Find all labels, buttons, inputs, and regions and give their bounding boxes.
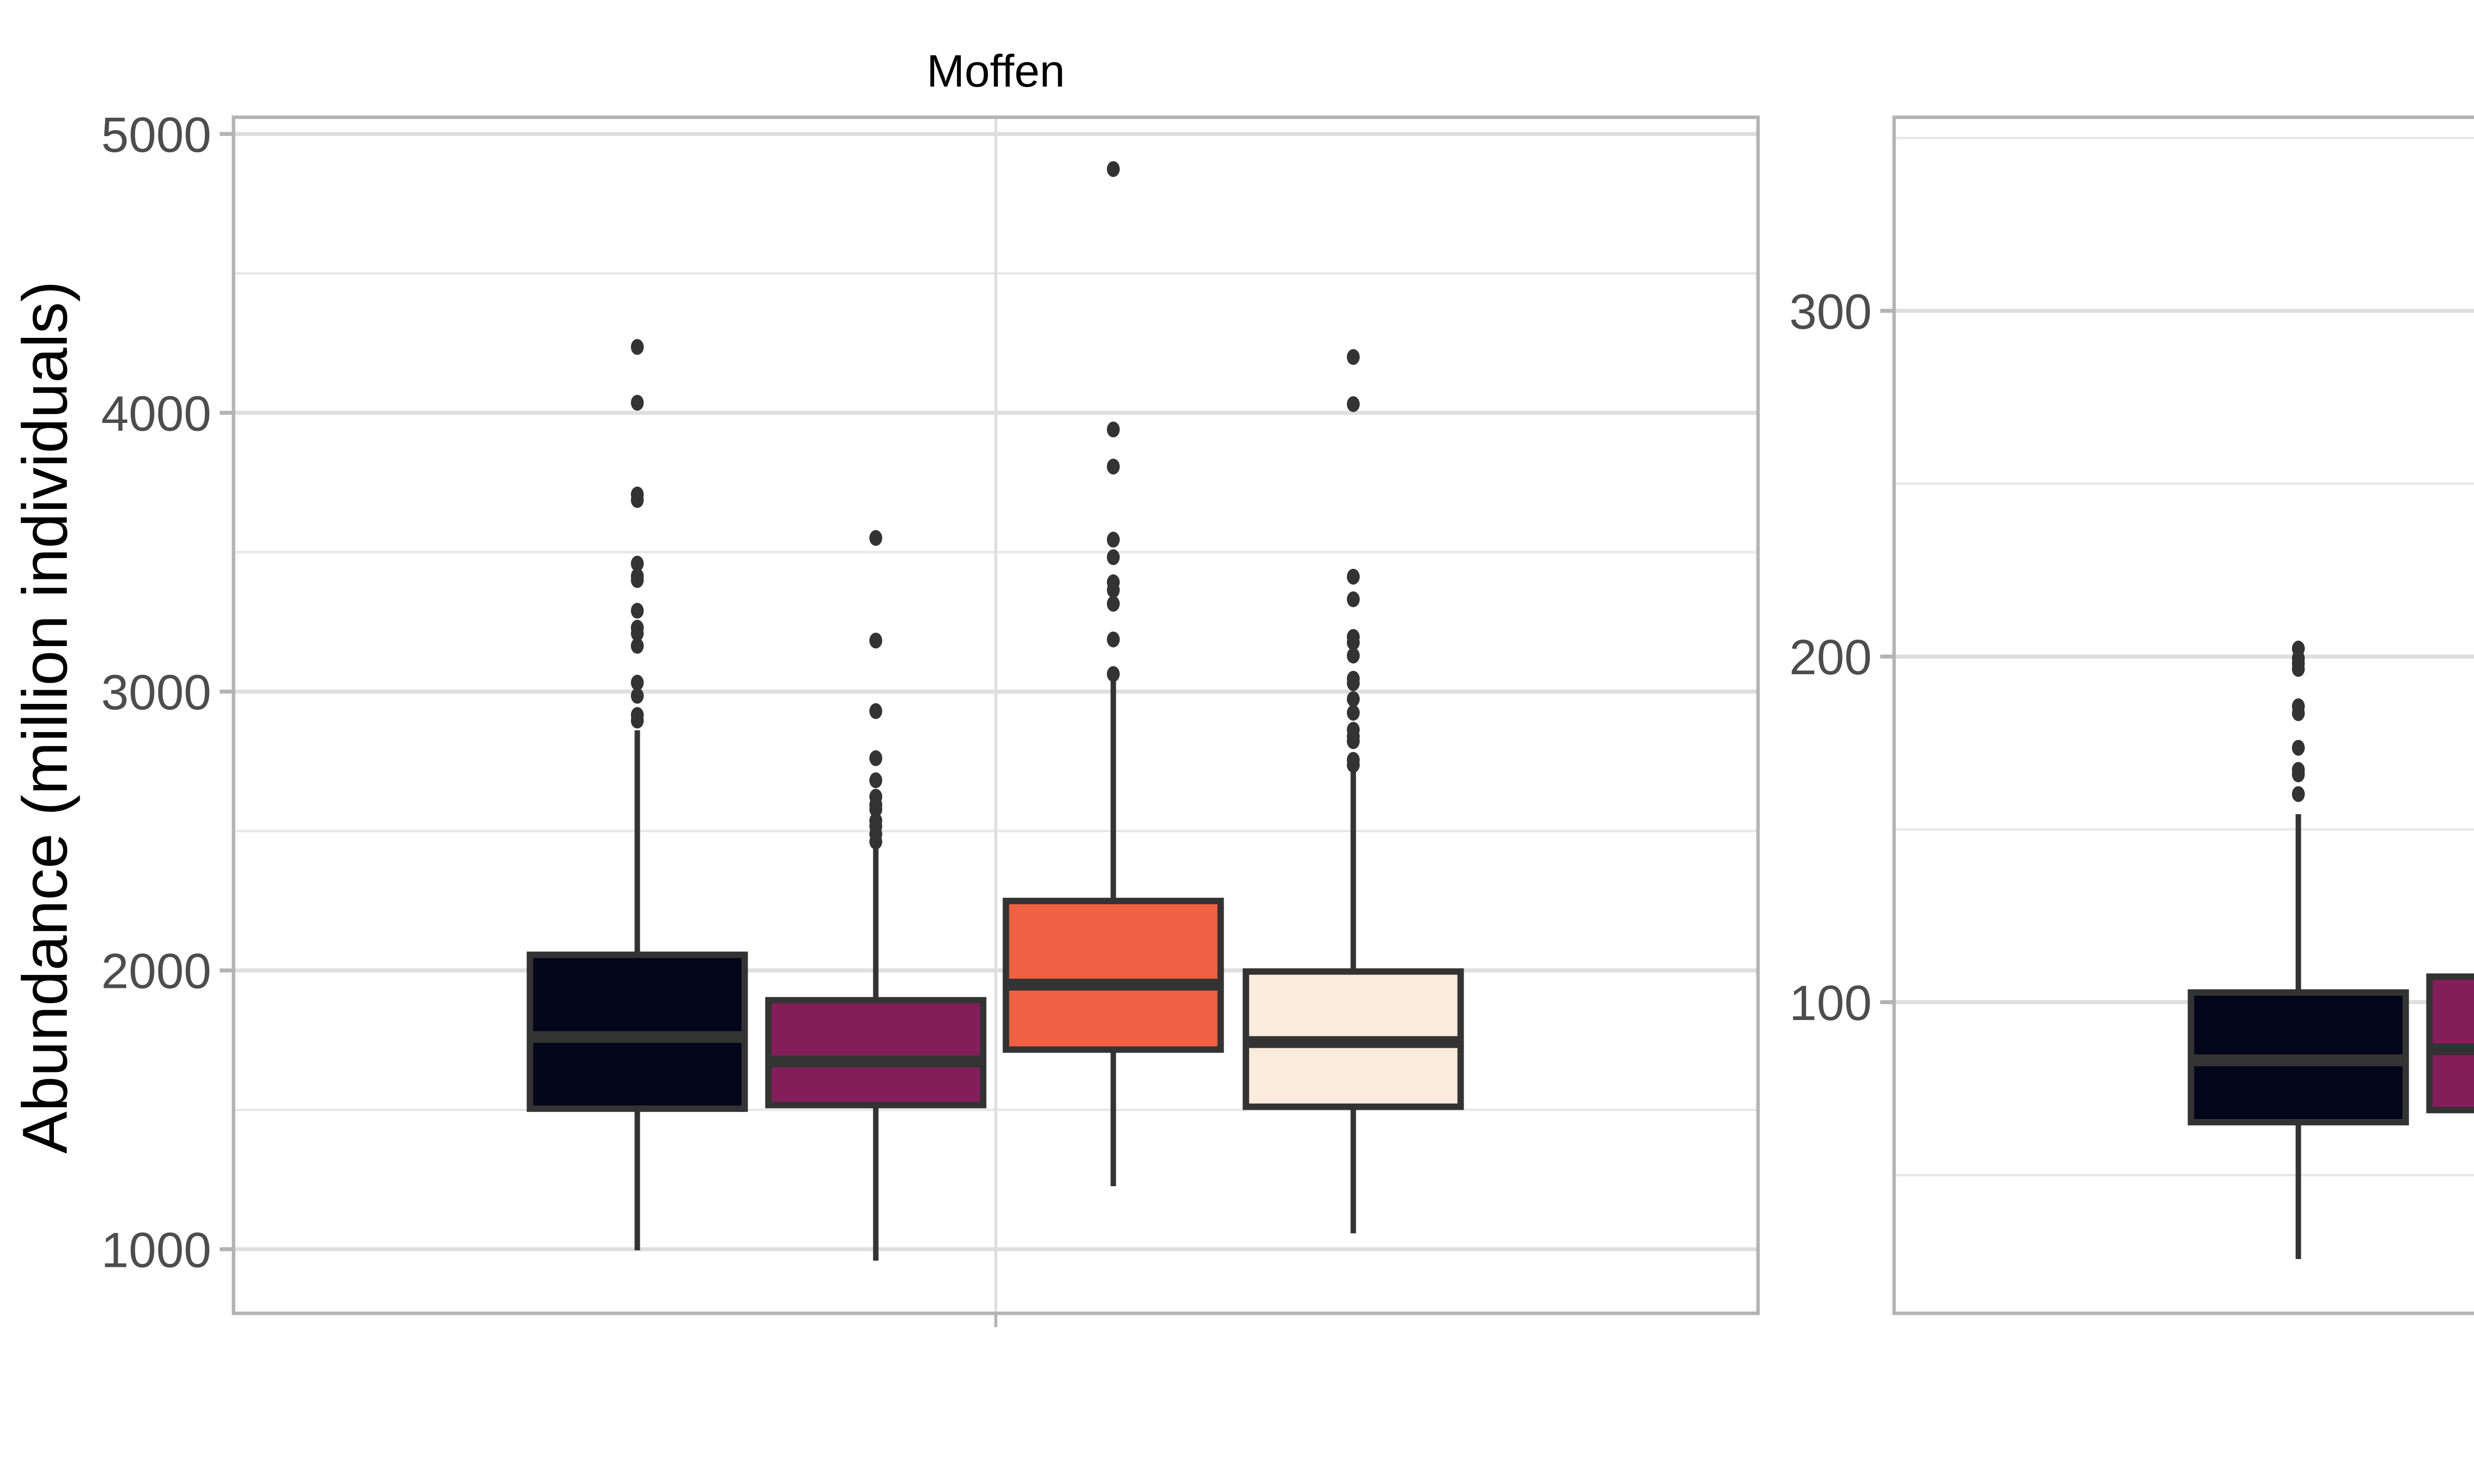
outlier-point: [1347, 722, 1360, 738]
outlier-point: [631, 603, 644, 619]
facet-panel-parryflaket: Parryflaket100200300: [1789, 115, 2474, 1315]
outlier-point: [1107, 531, 1120, 548]
boxplot-not-weighted: [2188, 641, 2409, 1259]
y-tick-label: 4000: [101, 386, 211, 441]
outlier-point: [869, 750, 882, 766]
outlier-point: [631, 620, 644, 636]
outlier-point: [1107, 631, 1120, 648]
outlier-point: [1107, 161, 1120, 177]
iqr-box: [1002, 897, 1224, 1053]
y-tick-label: 5000: [101, 107, 211, 163]
outlier-point: [631, 688, 644, 704]
outlier-point: [1347, 629, 1360, 645]
outlier-point: [631, 339, 644, 355]
outlier-point: [631, 556, 644, 572]
outlier-point: [1347, 752, 1360, 768]
outlier-point: [869, 788, 882, 805]
outlier-point: [869, 772, 882, 788]
outlier-point: [1347, 691, 1360, 707]
y-tick-label: 3000: [101, 665, 211, 720]
outlier-point: [631, 395, 644, 411]
y-axis-title: Abundance (million individuals): [10, 281, 81, 1154]
panel-border: [1892, 115, 2474, 1315]
y-tick-label: 1000: [101, 1222, 211, 1278]
iqr-box: [765, 997, 987, 1109]
outlier-point: [631, 707, 644, 723]
outlier-point: [1347, 591, 1360, 607]
y-tick-label: 200: [1789, 630, 1872, 685]
outlier-point: [2292, 762, 2305, 778]
y-tick-label: 100: [1789, 975, 1872, 1031]
outlier-point: [1347, 648, 1360, 664]
outlier-point: [2292, 698, 2305, 714]
boxplot-video-only: [1242, 349, 1464, 1234]
outlier-point: [2292, 740, 2305, 756]
outlier-point: [1347, 671, 1360, 687]
outlier-point: [1107, 596, 1120, 612]
outlier-point: [1347, 704, 1360, 721]
outlier-point: [1347, 396, 1360, 412]
facet-panel-moffen: Moffen 1000 2000 3000 4000 5000: [101, 46, 1760, 1327]
outlier-point: [1107, 421, 1120, 438]
boxplot-weighted: [765, 530, 987, 1261]
outlier-point: [869, 632, 882, 649]
y-tick-label: 2000: [101, 944, 211, 999]
outlier-point: [631, 675, 644, 691]
outlier-point: [1107, 574, 1120, 591]
boxplot-not-weighted: [526, 339, 748, 1251]
boxplot-resampled: [1002, 161, 1224, 1186]
facet-title: Moffen: [927, 46, 1065, 96]
panel-border: [232, 115, 1760, 1315]
outlier-point: [2292, 641, 2305, 657]
outlier-point: [1347, 568, 1360, 585]
outlier-point: [631, 638, 644, 654]
outlier-point: [869, 813, 882, 829]
outlier-point: [1107, 459, 1120, 475]
outlier-point: [631, 486, 644, 503]
outlier-point: [869, 703, 882, 719]
outlier-point: [1107, 666, 1120, 682]
outlier-point: [869, 530, 882, 546]
outlier-point: [1347, 349, 1360, 365]
y-tick-label: 300: [1789, 284, 1872, 339]
boxplot-weighted: [2426, 973, 2474, 1113]
outlier-point: [2292, 786, 2305, 802]
outlier-point: [1107, 549, 1120, 565]
outlier-point: [631, 568, 644, 584]
